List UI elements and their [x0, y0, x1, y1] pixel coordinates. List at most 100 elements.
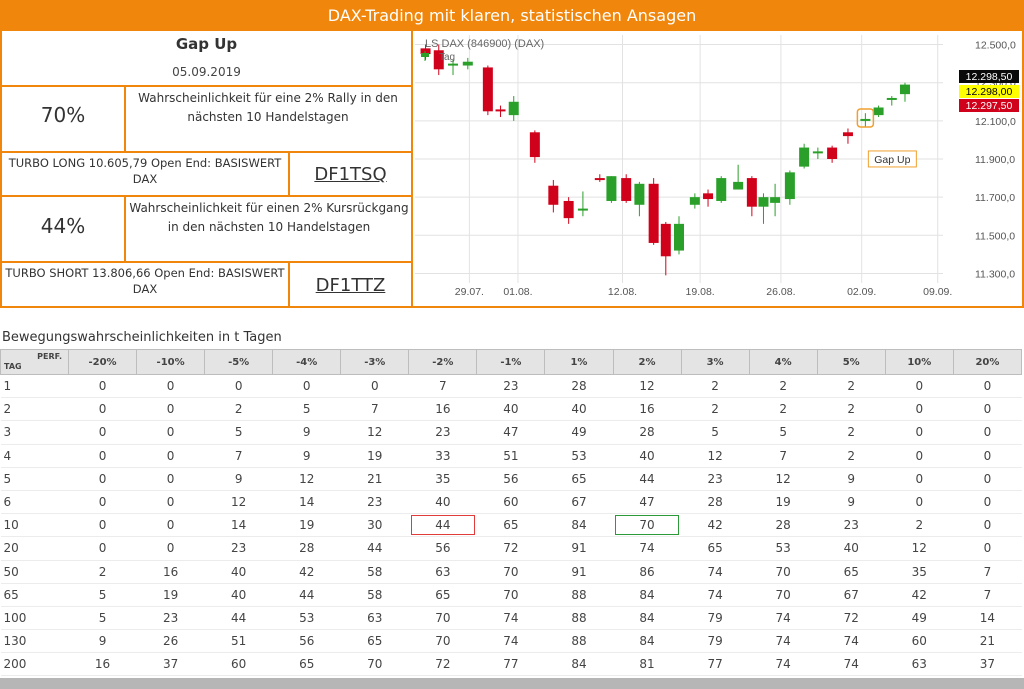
- probability-cell: 12: [885, 536, 954, 561]
- probability-cell: 28: [749, 513, 818, 538]
- probability-cell: 91: [544, 560, 613, 584]
- probability-cell: 9: [272, 444, 341, 468]
- probability-cell: 12: [340, 420, 409, 445]
- table-row: 200 16 37 60 65 70 72 77 84 81 77 74 74 63 37: [0, 652, 1022, 677]
- turbo-short-code-link[interactable]: DF1TTZ: [315, 275, 386, 296]
- probability-cell: 74: [476, 629, 545, 654]
- probability-cell: 0: [68, 444, 137, 468]
- probability-cell: 5: [749, 420, 818, 445]
- table-title: Bewegungswahrscheinlichkeiten in t Tagen: [2, 330, 282, 345]
- gap-up-label: Gap Up: [874, 154, 910, 166]
- probability-cell: 65: [340, 629, 409, 654]
- probability-cell: 23: [817, 513, 886, 538]
- probability-cell: 67: [544, 490, 613, 515]
- turbo-long-code-link[interactable]: DF1TSQ: [314, 164, 387, 185]
- table-row: 100 5 23 44 53 63 70 74 88 84 79 74 72 49 14: [0, 606, 1022, 631]
- probability-cell: 12: [204, 490, 273, 515]
- probability-cell: 65: [681, 536, 750, 561]
- probability-cell: 0: [953, 490, 1022, 515]
- probability-cell: 77: [681, 652, 750, 677]
- probability-cell: 0: [340, 374, 409, 399]
- x-tick-label: 09.09.: [923, 286, 952, 298]
- column-header: -4%: [272, 349, 342, 375]
- y-tick-label: 11.700,0: [975, 192, 1015, 204]
- probability-cell: 2: [817, 420, 886, 445]
- probability-cell: 0: [136, 374, 205, 399]
- probability-cell: 2: [204, 397, 273, 422]
- table-row: 65 5 19 40 44 58 65 70 88 84 74 70 67 42 7: [0, 583, 1022, 607]
- probability-cell: 88: [544, 606, 613, 631]
- probability-cell: 53: [272, 606, 341, 631]
- probability-cell: 16: [408, 397, 477, 422]
- column-header: 4%: [748, 349, 818, 375]
- page-banner: DAX-Trading mit klaren, statistischen An…: [0, 0, 1024, 31]
- probability-cell: 74: [749, 652, 818, 677]
- candle: [548, 179, 559, 213]
- bottom-scrollbar[interactable]: [0, 678, 1024, 689]
- y-tick-label: 12.500,0: [975, 40, 1016, 52]
- candle: [827, 145, 838, 163]
- row-day-cell: 6: [0, 490, 69, 515]
- column-header: 1%: [544, 349, 614, 375]
- svg-text:12.298,50: 12.298,50: [966, 71, 1013, 83]
- probability-cell: 47: [476, 420, 545, 445]
- candle: [812, 147, 823, 159]
- probability-cell: 9: [272, 420, 341, 445]
- candle: [746, 176, 757, 217]
- probability-cell: 23: [476, 374, 545, 399]
- rally-text: Wahrscheinlichkeit für eine 2% Rally in …: [138, 91, 398, 124]
- probability-cell: 77: [476, 652, 545, 677]
- probability-cell: 0: [136, 420, 205, 445]
- tag-label: TAG: [4, 362, 22, 371]
- signal-panel: Gap Up 05.09.2019 70% Wahrscheinlichkeit…: [0, 31, 1024, 308]
- table-row: 10 0 0 14 19 30 44 65 84 70 42 28 23 2 0: [0, 513, 1022, 538]
- probability-cell: 0: [953, 374, 1022, 399]
- probability-cell: 84: [544, 652, 613, 677]
- probability-cell: 0: [136, 397, 205, 422]
- probability-cell: 35: [885, 560, 954, 584]
- probability-cell: 60: [476, 490, 545, 515]
- divider: [2, 151, 411, 153]
- candle: [508, 96, 519, 121]
- probability-cell: 23: [681, 467, 750, 491]
- probability-cell: 40: [544, 397, 613, 422]
- candle: [842, 128, 853, 144]
- row-day-cell: 130: [0, 629, 69, 654]
- candle: [716, 176, 727, 203]
- probability-cell: 0: [885, 397, 954, 422]
- dax-candlestick-chart: Gap Up 12.500,0 12.300,0 12.100,0 11.900,0 1…: [413, 31, 1022, 306]
- divider: [411, 31, 413, 306]
- probability-cell: 84: [613, 583, 682, 607]
- chart-title: LS DAX (846900) (DAX): [425, 38, 544, 50]
- probability-cell: 19: [749, 490, 818, 515]
- probability-cell: 81: [613, 652, 682, 677]
- table-row: 20 0 0 23 28 44 56 72 91 74 65 53 40 12 0: [0, 536, 1022, 561]
- probability-cell: 0: [953, 420, 1022, 445]
- divider: [124, 87, 126, 151]
- candle: [482, 65, 493, 116]
- probability-cell: 0: [953, 536, 1022, 561]
- probability-cell: 40: [476, 397, 545, 422]
- probability-cell: 0: [953, 467, 1022, 491]
- table-row: 5 0 0 9 12 21 35 56 65 44 23 12 9 0 0: [0, 467, 1022, 491]
- x-tick-label: 19.08.: [686, 286, 715, 298]
- table-row: 130 9 26 51 56 65 70 74 88 84 79 74 74 60 21: [0, 629, 1022, 654]
- probability-cell: 37: [953, 652, 1022, 677]
- probability-cell: 0: [68, 467, 137, 491]
- probability-cell: 9: [817, 467, 886, 491]
- candle: [529, 130, 540, 163]
- probability-cell: 5: [204, 420, 273, 445]
- probability-cell: 65: [408, 583, 477, 607]
- probability-cell: 14: [204, 513, 273, 538]
- column-header: 2%: [612, 349, 682, 375]
- candle: [634, 181, 645, 217]
- price-tag: 12.297,50: [959, 99, 1019, 112]
- probability-cell: 9: [68, 629, 137, 654]
- probability-cell: 5: [68, 606, 137, 631]
- table-row: 1 0 0 0 0 0 7 23 28 12 2 2 2 0 0: [0, 374, 1022, 399]
- price-tag: 12.298,00: [959, 85, 1019, 98]
- probability-cell: 53: [544, 444, 613, 468]
- probability-cell: 74: [681, 583, 750, 607]
- probability-cell: 0: [885, 420, 954, 445]
- probability-cell: 74: [749, 606, 818, 631]
